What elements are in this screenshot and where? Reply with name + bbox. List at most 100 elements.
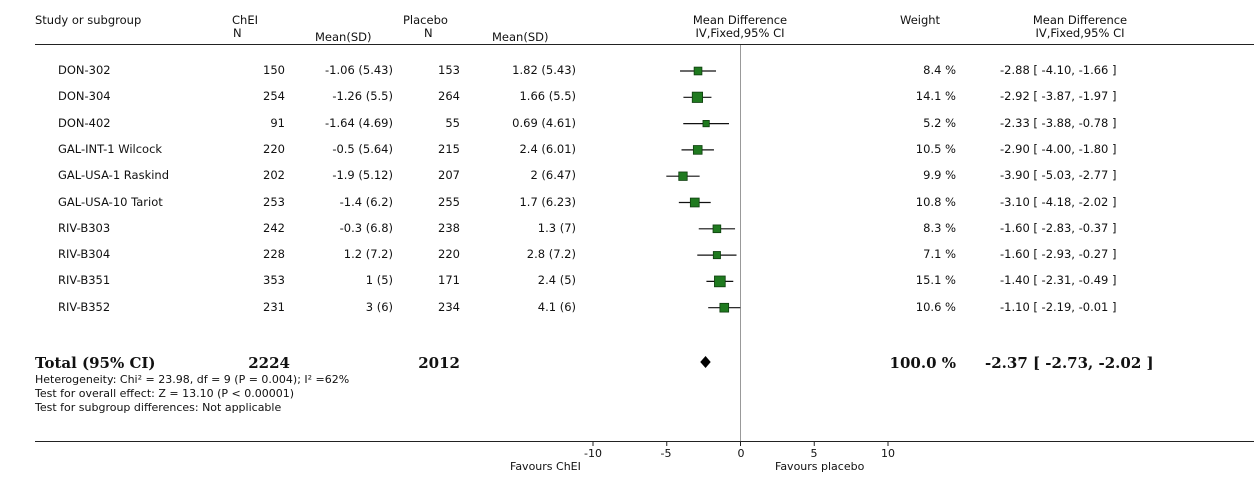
header-rule — [35, 44, 1254, 45]
total-label: Total (95% CI) — [35, 354, 156, 372]
effect-square — [714, 275, 726, 288]
axis-rule — [35, 441, 1254, 442]
chei-n: 242 — [263, 220, 285, 235]
effect-square — [719, 302, 730, 313]
weight-value: 7.1 % — [923, 247, 956, 262]
chei-mean-sd: 1.2 (7.2) — [343, 247, 393, 262]
pooled-diamond — [700, 356, 711, 368]
chei-mean-sd: -0.5 (5.64) — [332, 141, 393, 156]
placebo-mean-sd: 0.69 (4.61) — [512, 115, 576, 130]
placebo-n: 153 — [438, 63, 460, 77]
header-placebo-group: Placebo — [403, 13, 448, 27]
study-name: DON-304 — [58, 89, 111, 104]
placebo-n: 215 — [438, 141, 460, 156]
placebo-n: 264 — [438, 89, 460, 104]
header-md2-sub: IV,Fixed,95% CI — [1035, 26, 1125, 40]
placebo-mean-sd: 2.8 (7.2) — [526, 247, 576, 262]
weight-value: 8.4 % — [923, 63, 956, 77]
tick-label: -5 — [660, 447, 672, 460]
weight-value: 9.9 % — [923, 168, 956, 183]
chei-n: 91 — [270, 115, 285, 130]
chei-mean-sd: -1.4 (6.2) — [339, 194, 393, 209]
md-ci-value: -2.92 [ -3.87, -1.97 ] — [1000, 89, 1117, 104]
md-ci-value: -1.60 [ -2.93, -0.27 ] — [1000, 247, 1117, 262]
placebo-mean-sd: 1.7 (6.23) — [519, 194, 576, 209]
effect-square — [702, 120, 710, 128]
chei-n: 202 — [263, 168, 285, 183]
effect-square — [712, 224, 722, 234]
weight-value: 10.6 % — [915, 299, 956, 314]
effect-square — [693, 66, 703, 76]
md-ci-value: -2.33 [ -3.88, -0.78 ] — [1000, 115, 1117, 130]
placebo-n: 55 — [445, 115, 460, 130]
tick-label: -10 — [584, 447, 602, 460]
placebo-mean-sd: 1.3 (7) — [537, 220, 576, 235]
chei-mean-sd: -1.06 (5.43) — [325, 63, 393, 77]
placebo-mean-sd: 2.4 (6.01) — [519, 141, 576, 156]
chei-mean-sd: -1.64 (4.69) — [325, 115, 393, 130]
tick-label: 0 — [737, 447, 745, 460]
chei-n: 253 — [263, 194, 285, 209]
placebo-mean-sd: 1.82 (5.43) — [512, 63, 576, 77]
placebo-mean-sd: 1.66 (5.5) — [519, 89, 576, 104]
overall-effect-text: Test for overall effect: Z = 13.10 (P < … — [35, 387, 294, 400]
study-name: DON-302 — [58, 63, 111, 77]
subgroup-text: Test for subgroup differences: Not appli… — [35, 401, 282, 414]
placebo-n: 234 — [438, 299, 460, 314]
placebo-n: 255 — [438, 194, 460, 209]
header-chei-n: N — [233, 26, 242, 40]
study-name: RIV-B304 — [58, 247, 111, 262]
total-n1: 2224 — [248, 354, 290, 372]
effect-square — [712, 251, 721, 260]
md-ci-value: -3.10 [ -4.18, -2.02 ] — [1000, 194, 1117, 209]
placebo-mean-sd: 2.4 (5) — [537, 273, 576, 288]
md-ci-value: -3.90 [ -5.03, -2.77 ] — [1000, 168, 1117, 183]
total-ci: -2.37 [ -2.73, -2.02 ] — [985, 354, 1154, 372]
md-ci-value: -2.88 [ -4.10, -1.66 ] — [1000, 63, 1117, 77]
md-ci-value: -1.40 [ -2.31, -0.49 ] — [1000, 273, 1117, 288]
study-name: DON-402 — [58, 115, 111, 130]
header-study: Study or subgroup — [35, 13, 142, 27]
header-chei-mean: Mean(SD) — [315, 30, 372, 44]
tick-label: 10 — [881, 447, 895, 460]
total-weight: 100.0 % — [889, 354, 956, 372]
heterogeneity-text: Heterogeneity: Chi² = 23.98, df = 9 (P =… — [35, 373, 350, 386]
md-ci-value: -1.10 [ -2.19, -0.01 ] — [1000, 299, 1117, 314]
header-md2-title: Mean Difference — [1032, 13, 1128, 27]
total-n2: 2012 — [418, 354, 460, 372]
placebo-n: 171 — [438, 273, 460, 288]
study-name: RIV-B352 — [58, 299, 111, 314]
placebo-n: 220 — [438, 247, 460, 262]
chei-n: 353 — [263, 273, 285, 288]
effect-square — [691, 91, 704, 103]
header-placebo-n: N — [424, 26, 433, 40]
header-chei-group: ChEI — [232, 13, 258, 27]
chei-mean-sd: -0.3 (6.8) — [339, 220, 393, 235]
effect-square — [692, 145, 703, 155]
chei-n: 254 — [263, 89, 285, 104]
chei-mean-sd: -1.9 (5.12) — [332, 168, 393, 183]
header-placebo-mean: Mean(SD) — [492, 30, 549, 44]
study-name: RIV-B351 — [58, 273, 111, 288]
placebo-mean-sd: 2 (6.47) — [530, 168, 576, 183]
study-name: GAL-USA-1 Raskind — [58, 168, 170, 183]
header-weight: Weight — [900, 13, 941, 27]
chei-n: 220 — [263, 141, 285, 156]
header-md-title: Mean Difference — [692, 13, 788, 27]
md-ci-value: -2.90 [ -4.00, -1.80 ] — [1000, 141, 1117, 156]
favours-placebo-label: Favours placebo — [775, 460, 865, 473]
weight-value: 5.2 % — [923, 115, 956, 130]
header-md-sub: IV,Fixed,95% CI — [695, 26, 785, 40]
weight-value: 14.1 % — [915, 89, 956, 104]
weight-value: 10.5 % — [915, 141, 956, 156]
weight-value: 10.8 % — [915, 194, 956, 209]
effect-square — [678, 171, 688, 181]
chei-mean-sd: 3 (6) — [365, 299, 393, 314]
md-ci-value: -1.60 [ -2.83, -0.37 ] — [1000, 220, 1117, 235]
favours-chei-label: Favours ChEI — [510, 460, 581, 473]
placebo-n: 207 — [438, 168, 460, 183]
chei-n: 231 — [263, 299, 285, 314]
effect-square — [689, 197, 700, 208]
placebo-mean-sd: 4.1 (6) — [537, 299, 576, 314]
